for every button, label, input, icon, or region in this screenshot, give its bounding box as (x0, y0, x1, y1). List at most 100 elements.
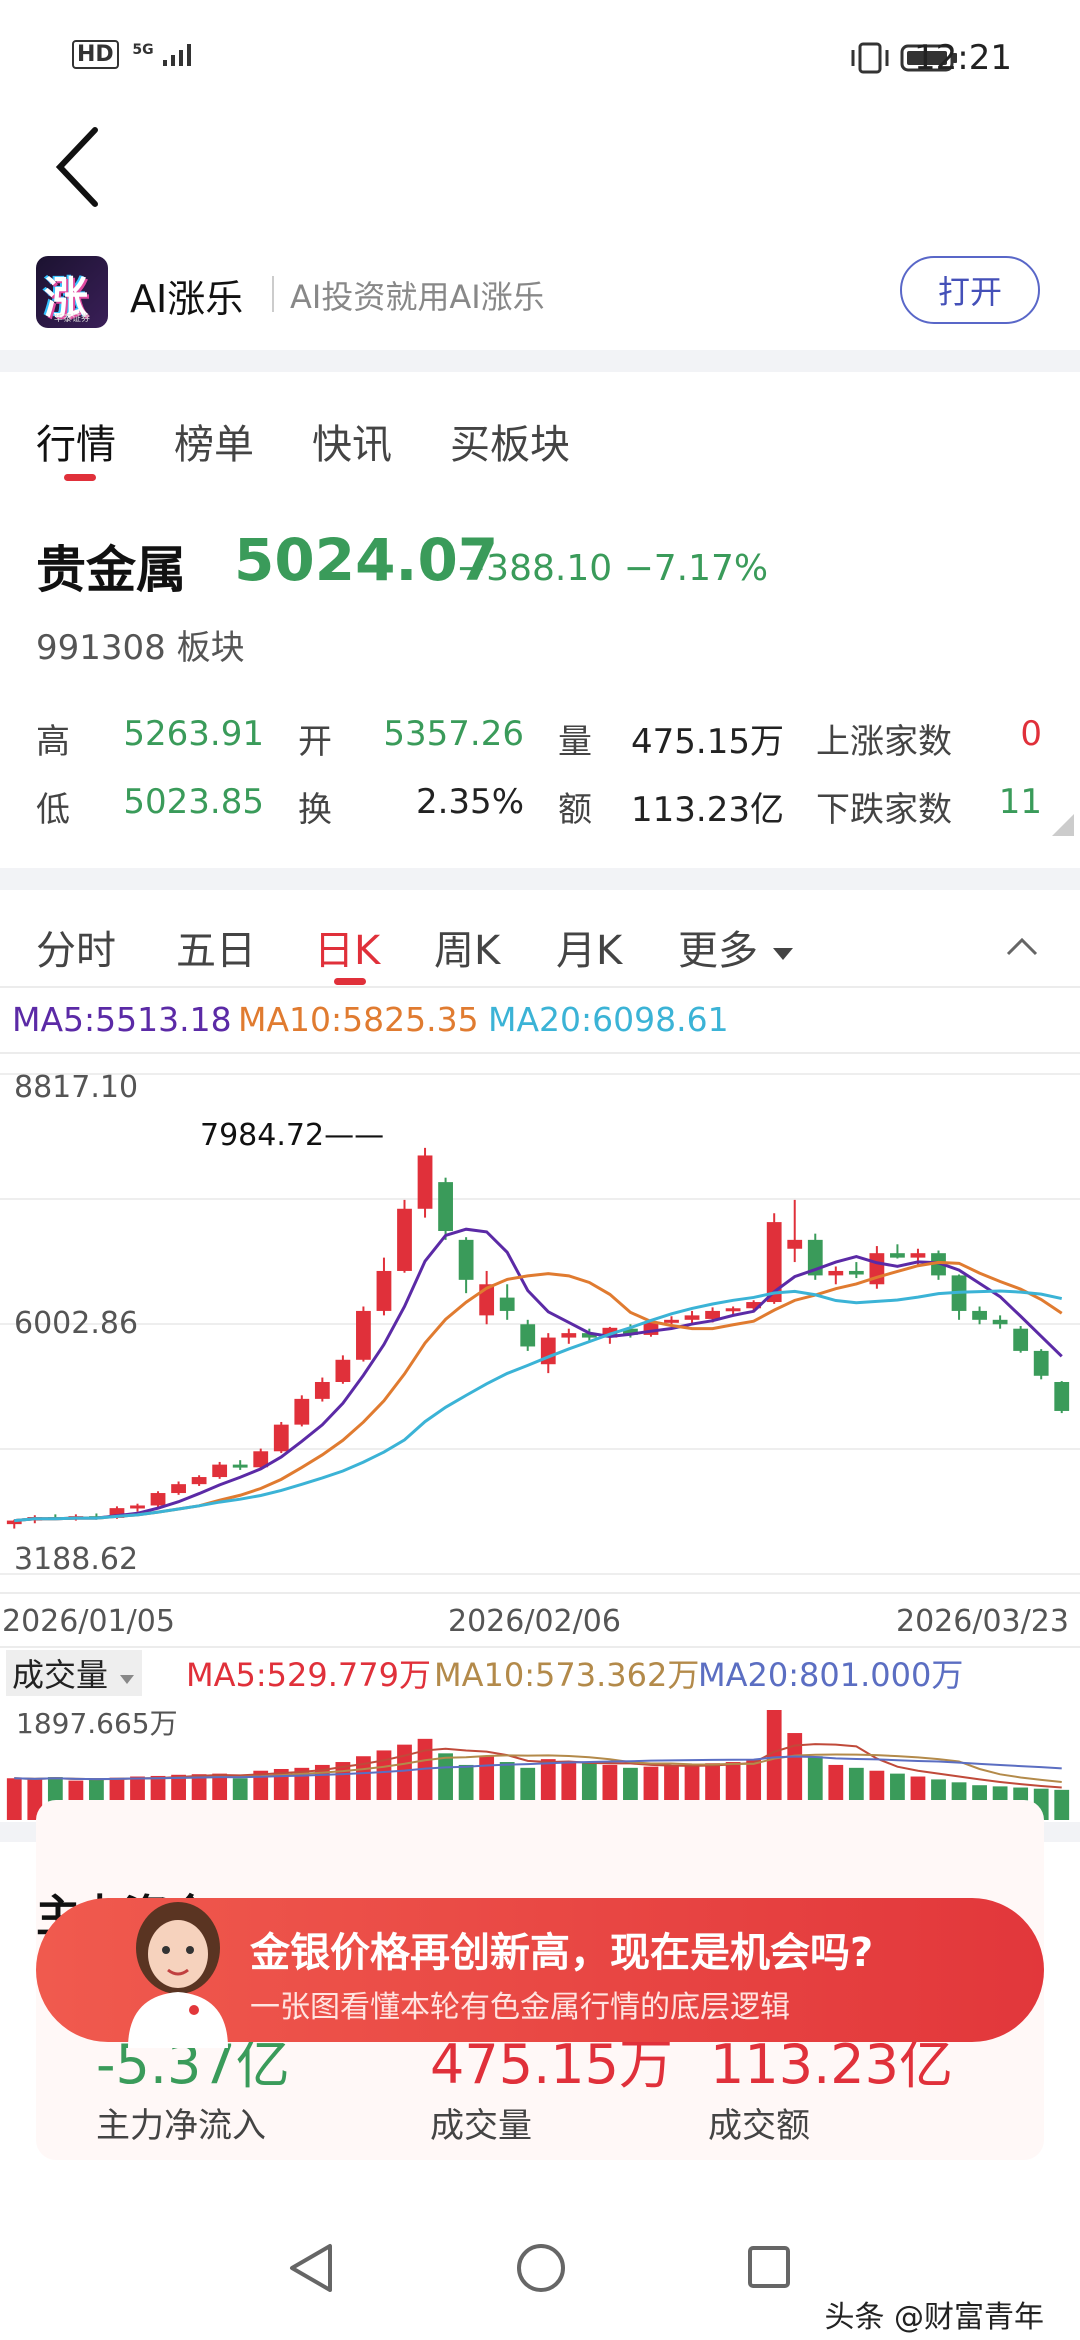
y-axis-min: 3188.62 (14, 1542, 139, 1577)
banner-subtitle: 一张图看懂本轮有色金属行情的底层逻辑 (250, 1990, 790, 2025)
open-value: 5357.26 (383, 714, 524, 754)
candle (705, 1310, 720, 1319)
candle (890, 1253, 905, 1258)
period-tab-indicator (334, 978, 366, 985)
tab-intraday[interactable]: 分时 (36, 928, 116, 974)
candle (458, 1239, 474, 1280)
ma5-legend: MA5:5513.18 (12, 1000, 232, 1039)
candle (109, 1508, 125, 1518)
candle (335, 1359, 351, 1382)
candle (1013, 1328, 1029, 1351)
price-change: −388.10 −7.17% (456, 548, 769, 589)
candle (972, 1310, 987, 1320)
vibrate-icon (851, 42, 889, 74)
section-separator (0, 350, 1080, 372)
ma5-line (14, 1227, 1063, 1523)
volume-bar (766, 1710, 782, 1820)
fund-volume-label: 成交量 (430, 2106, 532, 2146)
clock: 12:21 (914, 38, 1012, 78)
candle (171, 1484, 186, 1494)
candle (1033, 1350, 1049, 1376)
candle (253, 1451, 269, 1468)
fund-amount-label: 成交额 (708, 2106, 810, 2146)
candle (520, 1324, 536, 1347)
candle (684, 1315, 700, 1320)
candle (356, 1310, 371, 1360)
advancers-label: 上涨家数 (816, 722, 952, 762)
section-separator-2 (0, 868, 1080, 890)
advancers-value: 0 (1020, 714, 1042, 754)
ma20-line (14, 1289, 1063, 1523)
volume-bar (1054, 1789, 1070, 1820)
x-axis-mid: 2026/02/06 (448, 1604, 621, 1639)
expand-corner-icon[interactable] (1050, 812, 1076, 838)
vol-ma5-legend: MA5:529.779万 (186, 1656, 431, 1694)
open-label: 开 (298, 722, 332, 762)
status-bar: HD 5G 12:21 (0, 0, 1080, 110)
volume-selector[interactable]: 成交量 (6, 1650, 143, 1696)
status-indicators: HD 5G (72, 40, 195, 69)
tab-rankings[interactable]: 榜单 (174, 422, 254, 468)
tab-quotes[interactable]: 行情 (36, 422, 116, 468)
tab-news[interactable]: 快讯 (312, 422, 392, 468)
nav-back-icon[interactable] (286, 2240, 336, 2296)
avatar (128, 1902, 228, 2048)
candle (273, 1424, 289, 1452)
tab-indicator (64, 474, 96, 481)
decliners-value: 11 (998, 782, 1042, 822)
candle (787, 1239, 803, 1249)
candle (376, 1270, 392, 1311)
tab-monthly-k[interactable]: 月K (556, 928, 623, 974)
candle (992, 1319, 1008, 1325)
watermark: 头条 @财富青年 (824, 2300, 1044, 2335)
candle (561, 1333, 577, 1338)
candle (828, 1270, 844, 1276)
y-axis-max: 8817.10 (14, 1070, 139, 1105)
candle (581, 1333, 597, 1338)
banner-title: 金银价格再创新高，现在是机会吗? (250, 1930, 874, 1976)
candle (150, 1493, 166, 1506)
fund-amount-value: 113.23亿 (710, 2033, 953, 2096)
candle (212, 1464, 228, 1478)
tab-weekly-k[interactable]: 周K (434, 928, 501, 974)
peak-label: 7984.72—— (200, 1118, 385, 1153)
tab-buy-sector[interactable]: 买板块 (450, 422, 570, 468)
candle (417, 1155, 433, 1209)
turnover-value: 2.35% (415, 782, 524, 822)
low-label: 低 (36, 790, 70, 830)
dropdown-triangle-icon (120, 1675, 135, 1684)
candle (623, 1328, 638, 1335)
more-label: 更多 (678, 928, 758, 974)
nav-recents-icon[interactable] (744, 2240, 794, 2296)
tab-five-day[interactable]: 五日 (176, 928, 256, 974)
back-icon[interactable] (50, 122, 110, 212)
candle (397, 1208, 412, 1271)
tab-daily-k[interactable]: 日K (314, 928, 381, 974)
vol-ma20-line (14, 1755, 1062, 1781)
high-label: 高 (36, 722, 70, 762)
network-label: 5G (132, 42, 154, 58)
y-axis-mid: 6002.86 (14, 1306, 139, 1341)
candle (807, 1239, 823, 1276)
candlestick-chart[interactable] (0, 1054, 1080, 1594)
decliners-label: 下跌家数 (816, 790, 952, 830)
app-logo: 涨 华泰证券 (36, 256, 108, 328)
fund-volume-value: 475.15万 (430, 2033, 673, 2096)
nav-home-icon[interactable] (514, 2240, 568, 2296)
candle (766, 1222, 782, 1303)
candle (746, 1302, 762, 1309)
collapse-icon[interactable] (1002, 930, 1042, 960)
divider (0, 986, 1080, 988)
candle (725, 1308, 741, 1312)
tab-more[interactable]: 更多 (678, 918, 795, 976)
app-slogan: AI投资就用AI涨乐 (290, 278, 545, 316)
open-app-button[interactable]: 打开 (900, 256, 1040, 324)
vol-ma20-legend: MA20:801.000万 (698, 1656, 964, 1694)
volume-bar (6, 1778, 22, 1820)
candle (6, 1520, 22, 1525)
candle (499, 1297, 515, 1311)
volume-selector-label: 成交量 (12, 1656, 109, 1694)
current-price: 5024.07 (234, 526, 499, 594)
volume-max-label: 1897.665万 (16, 1707, 178, 1740)
amount-label: 额 (558, 790, 592, 830)
